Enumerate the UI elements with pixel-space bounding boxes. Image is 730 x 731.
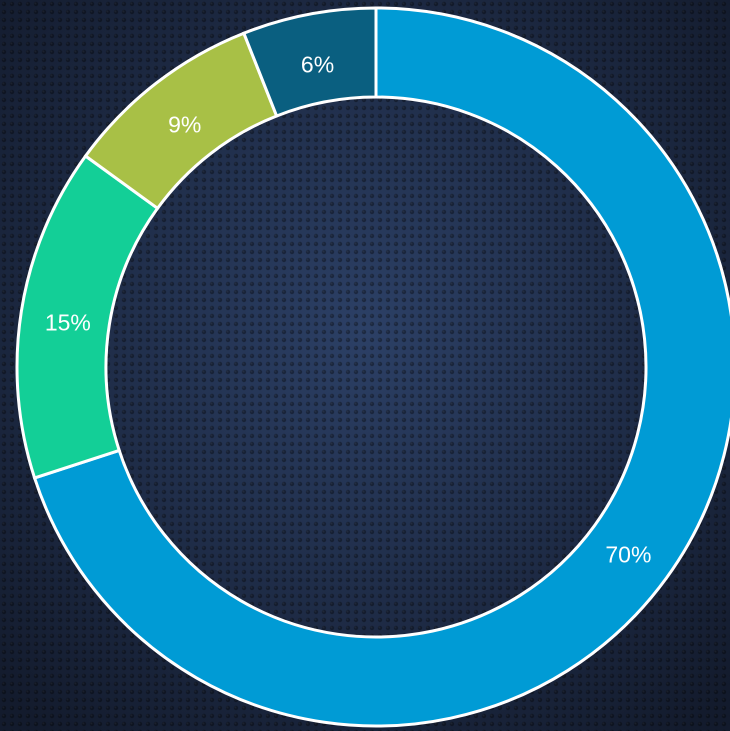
data-label: 6% — [301, 52, 334, 78]
data-label: 9% — [168, 112, 201, 138]
donut: 70% 15% 9% 6% — [15, 6, 730, 728]
data-label: 15% — [45, 309, 91, 335]
slice — [32, 6, 730, 728]
data-label: 70% — [605, 541, 651, 567]
slice — [241, 6, 378, 118]
